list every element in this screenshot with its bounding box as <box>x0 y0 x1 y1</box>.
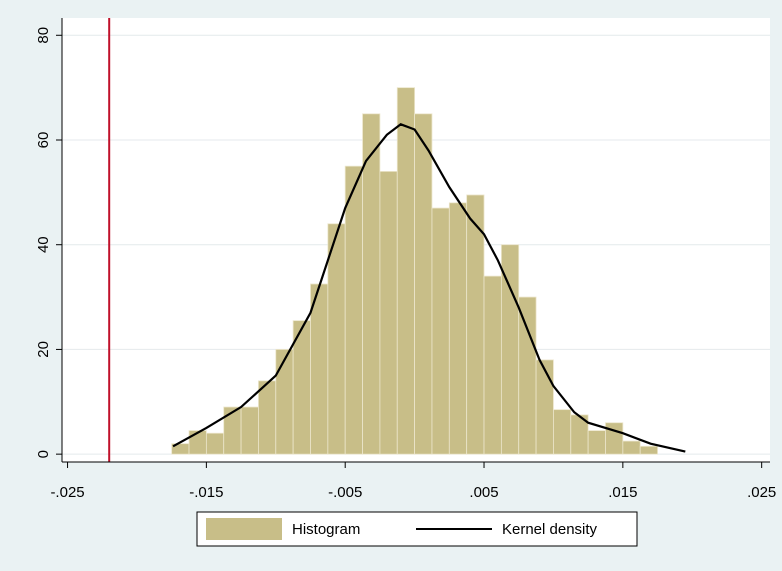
bar <box>396 87 416 455</box>
y-tick-label: 0 <box>35 450 52 458</box>
bar <box>327 223 346 455</box>
x-tick-label: .025 <box>747 484 776 501</box>
bar <box>639 445 658 455</box>
y-tick-label: 20 <box>35 341 52 358</box>
bar <box>466 194 485 455</box>
bar <box>223 406 242 455</box>
bar <box>518 296 537 455</box>
y-tick-label: 40 <box>35 236 52 253</box>
bar <box>188 430 207 455</box>
bar <box>258 380 277 455</box>
density-line <box>172 123 686 453</box>
legend-label: Histogram <box>292 521 360 538</box>
y-tick-label: 80 <box>35 27 52 44</box>
bar <box>431 207 450 455</box>
bar <box>483 275 502 455</box>
bar <box>310 283 329 455</box>
legend-swatch <box>206 518 282 540</box>
bar <box>553 409 572 455</box>
bar <box>448 202 468 455</box>
bar <box>605 422 624 455</box>
bar <box>240 406 259 455</box>
bar <box>587 430 606 455</box>
y-tick-label: 60 <box>35 132 52 149</box>
bar <box>622 440 641 455</box>
bar <box>414 113 433 455</box>
bar <box>205 432 225 455</box>
x-tick-label: -.015 <box>189 484 223 501</box>
legend-label: Kernel density <box>502 521 598 538</box>
x-tick-label: .015 <box>608 484 637 501</box>
x-tick-label: .005 <box>469 484 498 501</box>
x-tick-label: -.025 <box>50 484 84 501</box>
x-tick-label: -.005 <box>328 484 362 501</box>
bar <box>275 349 294 455</box>
bar <box>535 359 554 455</box>
bar <box>344 165 363 455</box>
bar <box>379 171 398 455</box>
